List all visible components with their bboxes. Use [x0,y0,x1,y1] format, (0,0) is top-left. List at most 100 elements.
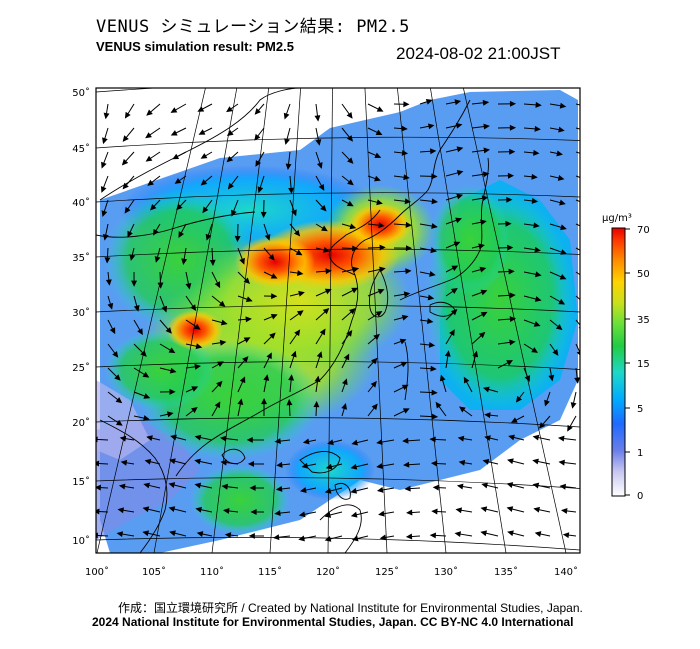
wind-arrow-head [506,360,514,366]
wind-arrow-head [402,437,409,444]
wind-arrow-head [245,296,253,302]
wind-arrow-head [482,458,490,465]
wind-arrow-head [124,206,131,214]
wind-arrow-head [302,438,310,445]
wind-arrow-head [586,252,591,256]
wind-arrow-head [429,532,437,539]
wind-arrow-head [403,174,410,181]
wind-arrow-head [248,532,255,539]
longitude-line [211,88,270,553]
wind-arrow-head [283,112,290,120]
longitude-line [96,88,206,553]
wind-arrow-head [455,507,463,514]
wind-arrow-head [374,152,382,159]
wind-arrow-head [484,412,491,419]
wind-arrow-head [346,330,353,337]
wind-arrow-head [300,487,307,493]
wind-arrow-head [295,249,303,256]
wind-arrow-head [346,135,354,142]
wind-arrow-head [508,434,515,441]
wind-arrow-head [405,245,413,252]
wind-arrow-head [373,333,380,341]
wind-arrow-head [534,246,541,253]
wind-arrow-shaft [575,343,580,354]
wind-arrow-head [515,395,523,403]
wind-arrow-shaft [96,534,109,537]
wind-arrow-head [507,172,515,179]
wind-arrow-shaft [575,175,580,178]
wind-arrow-head [249,484,256,491]
colorbar-tick-label: 35 [637,315,650,326]
latitude-line [96,248,580,258]
wind-arrow-head [143,393,151,399]
wind-arrow-head [197,106,205,112]
wind-arrow-head [270,273,278,279]
graticule [96,88,580,553]
colorbar-unit: μg/m³ [602,213,632,224]
wind-arrow-head [558,459,565,466]
wind-arrow-head [242,356,249,363]
wind-arrow-head [209,259,216,267]
wind-arrow-head [431,508,438,515]
colorbar-tick-label: 0 [637,491,643,502]
wind-arrow-head [574,377,580,384]
wind-arrow-head [346,111,353,119]
wind-arrow-head [226,155,234,163]
wind-arrow-head [435,401,442,409]
wind-arrow-head [509,292,516,299]
wind-arrow-head [456,146,464,153]
wind-arrow-head [220,459,227,466]
wind-arrow-head [425,98,433,105]
wind-arrow-head [102,137,108,145]
wind-arrow-head [557,175,565,181]
wind-arrow-head [190,304,197,312]
wind-arrow-head [313,400,320,408]
wind-arrow-head [379,266,386,273]
wind-arrow-head [401,125,408,132]
wind-arrow-head [378,510,385,517]
wind-arrow-head [323,247,330,253]
wind-arrow-head [196,531,204,537]
longitude-line [463,88,567,553]
wind-arrow-head [481,482,488,489]
wind-arrow-head [376,463,383,469]
wind-arrow-head [403,101,410,108]
wind-arrow-shaft [575,127,580,130]
wind-arrow-head [509,148,516,155]
wind-arrow-head [453,241,461,248]
wind-arrow-head [531,173,538,180]
wind-arrow-head [200,153,208,159]
title-japanese: VENUS シミュレーション結果: PM2.5 [96,17,410,37]
wind-arrow-head [585,153,590,157]
wind-arrow-head [480,219,487,226]
wind-arrow-head [478,331,486,339]
wind-arrow-head [352,266,360,273]
wind-arrow-head [561,507,568,514]
wind-arrow-head [120,459,128,466]
wind-arrow-head [350,511,358,518]
longitude-line [269,88,301,553]
wind-arrow-head [194,363,201,370]
wind-arrow-head [509,339,516,346]
wind-arrow-head [556,150,563,157]
wind-arrow-head [274,438,281,445]
latitude-line [96,417,580,428]
wind-arrow-head [347,157,354,164]
wind-arrow-head [169,388,176,395]
wind-arrow-head [231,209,237,217]
wind-arrow-head [239,376,246,384]
wind-arrow-head [147,179,154,186]
wind-arrow-head [449,329,455,337]
longitude-label: 120˚ [316,566,340,578]
wind-arrow-head [429,148,437,155]
wind-arrow-head [351,535,359,542]
wind-arrow-head [402,408,410,414]
wind-arrow-head [379,534,387,541]
wind-arrow-head [484,435,491,442]
longitude-label: 110˚ [200,566,224,578]
wind-arrow-head [324,535,332,542]
wind-arrow-shaft [575,151,580,154]
wind-arrow-head [124,111,131,119]
wind-arrow-head [506,482,514,488]
wind-arrow-head [557,435,565,442]
